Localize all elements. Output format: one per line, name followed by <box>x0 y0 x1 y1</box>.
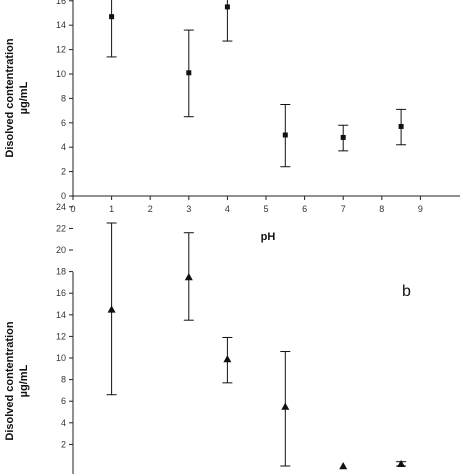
panel-b-points <box>106 222 407 470</box>
panel-a-y-tick-label: 8 <box>61 93 66 103</box>
panel-a-x-tick-label: 2 <box>148 204 153 214</box>
panel-a-y-tick-label: 12 <box>56 45 66 55</box>
panel-a-y-axis-title: Disolved contentration <box>4 38 16 157</box>
panel-a-y-axis-unit: µg/mL <box>18 81 30 114</box>
panel-a-x-tick-label: 9 <box>418 204 423 214</box>
panel-b-y-tick-label: 2 <box>61 439 66 449</box>
panel-a-y-tick-label: 16 <box>56 0 66 6</box>
panel-a-y-ticks: 0 2 4 6 8 10 12 14 16 <box>56 0 73 201</box>
panel-b-y-tick-label: 4 <box>61 418 66 428</box>
panel-b-y-tick-label: 8 <box>61 375 66 385</box>
panel-b-data-point <box>107 305 116 313</box>
panel-a-x-tick-label: 1 <box>109 204 114 214</box>
panel-a-y-tick-label: 2 <box>61 167 66 177</box>
panel-a-x-tick-label: 3 <box>186 204 191 214</box>
panel-b-data-point <box>223 355 232 363</box>
panel-a-x-tick-label: 0 <box>70 204 75 214</box>
panel-b-label: b <box>402 283 411 300</box>
panel-b-y-tick-label: 12 <box>56 331 66 341</box>
panel-a-data-point <box>340 134 346 140</box>
panel-b-y-tick-label: 16 <box>56 288 66 298</box>
panel-a-x-axis-title: pH <box>261 231 276 243</box>
panel-a-x-tick-label: 6 <box>302 204 307 214</box>
panel-b-data-point <box>397 459 406 468</box>
panel-b-data-point <box>184 273 193 281</box>
panel-a-y-tick-label: 14 <box>56 20 66 30</box>
panel-a-data-point <box>186 70 192 76</box>
panel-a-x-tick-label: 7 <box>341 204 346 214</box>
panel-a-x-tick-label: 8 <box>379 204 384 214</box>
panel-a-data-point <box>224 4 230 10</box>
panel-a-y-tick-label: 10 <box>56 69 66 79</box>
panel-b-y-tick-label: 20 <box>56 245 66 255</box>
panel-a-y-tick-label: 6 <box>61 118 66 128</box>
panel-a-points <box>106 0 407 168</box>
panel-a-data-point <box>109 14 115 20</box>
panel-b-y-axis-unit: µg/mL <box>18 364 30 397</box>
panel-b-y-tick-label: 18 <box>56 267 66 277</box>
panel-b-y-tick-label: 10 <box>56 353 66 363</box>
panel-a-x-tick-label: 5 <box>263 204 268 214</box>
panel-b-y-tick-label: 6 <box>61 396 66 406</box>
panel-a-x-tick-label: 4 <box>225 204 230 214</box>
panel-b-y-axis-title: Disolved contentration <box>4 321 16 440</box>
panel-b-y-tick-label: 24 <box>56 202 66 212</box>
panel-a-y-tick-label: 0 <box>61 191 66 201</box>
panel-a-data-point <box>398 123 404 129</box>
panel-b-y-tick-label: 14 <box>56 310 66 320</box>
panel-a-y-tick-label: 4 <box>61 142 66 152</box>
panel-b-data-point <box>281 402 290 410</box>
panel-a-x-ticks: 0 1 2 3 4 5 6 7 8 9 <box>70 196 423 214</box>
panel-b-y-tick-label: 22 <box>56 223 66 233</box>
panel-b-data-point <box>339 462 348 470</box>
panel-a-data-point <box>282 132 288 138</box>
